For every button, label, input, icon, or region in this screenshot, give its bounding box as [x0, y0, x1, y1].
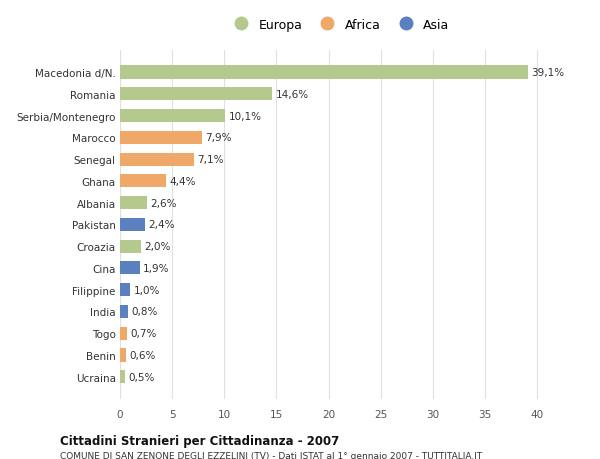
- Text: 10,1%: 10,1%: [229, 112, 262, 121]
- Text: COMUNE DI SAN ZENONE DEGLI EZZELINI (TV) - Dati ISTAT al 1° gennaio 2007 - TUTTI: COMUNE DI SAN ZENONE DEGLI EZZELINI (TV)…: [60, 451, 482, 459]
- Bar: [120, 284, 130, 297]
- Bar: [120, 305, 128, 318]
- Bar: [120, 262, 140, 275]
- Text: 2,0%: 2,0%: [144, 241, 170, 252]
- Bar: [120, 196, 147, 210]
- Text: 0,8%: 0,8%: [131, 307, 158, 317]
- Bar: [120, 175, 166, 188]
- Text: 1,9%: 1,9%: [143, 263, 169, 274]
- Text: 4,4%: 4,4%: [169, 176, 196, 186]
- Text: Cittadini Stranieri per Cittadinanza - 2007: Cittadini Stranieri per Cittadinanza - 2…: [60, 434, 339, 447]
- Text: 0,7%: 0,7%: [130, 329, 157, 338]
- Text: 2,6%: 2,6%: [150, 198, 177, 208]
- Text: 39,1%: 39,1%: [531, 68, 564, 78]
- Bar: [120, 240, 141, 253]
- Text: 14,6%: 14,6%: [275, 90, 308, 100]
- Bar: [120, 132, 202, 145]
- Bar: [120, 349, 126, 362]
- Bar: [120, 218, 145, 231]
- Bar: [120, 110, 226, 123]
- Bar: [120, 370, 125, 383]
- Bar: [120, 153, 194, 166]
- Legend: Europa, Africa, Asia: Europa, Africa, Asia: [225, 15, 453, 35]
- Bar: [120, 327, 127, 340]
- Bar: [120, 88, 272, 101]
- Text: 2,4%: 2,4%: [148, 220, 175, 230]
- Text: 0,5%: 0,5%: [128, 372, 155, 382]
- Text: 7,1%: 7,1%: [197, 155, 224, 165]
- Text: 7,9%: 7,9%: [206, 133, 232, 143]
- Text: 0,6%: 0,6%: [130, 350, 156, 360]
- Text: 1,0%: 1,0%: [134, 285, 160, 295]
- Bar: [120, 67, 528, 79]
